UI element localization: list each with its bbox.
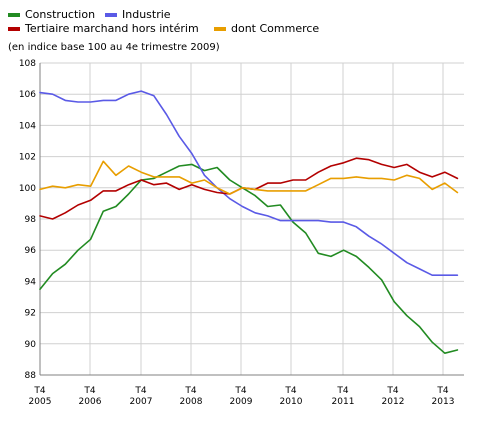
- x-tick-year: 2010: [280, 397, 303, 407]
- gridlines: [39, 62, 464, 376]
- y-tick-label: 88: [25, 371, 37, 381]
- x-tick-year: 2005: [29, 397, 52, 407]
- x-tick-quarter: T4: [134, 386, 146, 396]
- x-tick-quarter: T4: [234, 386, 246, 396]
- series-line-1: [39, 163, 459, 355]
- x-tick-year: 2012: [382, 397, 405, 407]
- x-tick-quarter: T4: [83, 386, 95, 396]
- series-lines: [39, 90, 459, 355]
- legend-swatch: [105, 13, 117, 17]
- series-line-4: [39, 160, 459, 195]
- legend-swatch: [214, 27, 226, 31]
- legend-label: Construction: [25, 8, 95, 21]
- x-tick-quarter: T4: [336, 386, 348, 396]
- x-tick-quarter: T4: [33, 386, 45, 396]
- legend-label: Tertiaire marchand hors intérim: [24, 22, 199, 35]
- x-tick-quarter: T4: [284, 386, 296, 396]
- y-tick-label: 104: [19, 121, 36, 131]
- y-tick-label: 92: [25, 309, 36, 319]
- legend-item: Industrie: [105, 8, 171, 21]
- legend-label: Industrie: [122, 8, 171, 21]
- y-tick-label: 96: [25, 246, 37, 256]
- x-tick-year: 2013: [432, 397, 455, 407]
- y-tick-label: 102: [19, 153, 36, 163]
- y-tick-label: 98: [25, 215, 37, 225]
- legend-label: dont Commerce: [231, 22, 319, 35]
- x-tick-year: 2011: [332, 397, 355, 407]
- chart-subtitle: (en indice base 100 au 4e trimestre 2009…: [8, 42, 220, 53]
- legend-item: Construction: [8, 8, 95, 21]
- y-tick-label: 100: [19, 184, 36, 194]
- y-tick-label: 106: [19, 90, 36, 100]
- legend-item: dont Commerce: [214, 22, 319, 35]
- y-tick-label: 90: [25, 340, 37, 350]
- x-tick-quarter: T4: [184, 386, 196, 396]
- x-tick-quarter: T4: [436, 386, 448, 396]
- legend-swatch: [8, 13, 20, 17]
- y-tick-label: 108: [19, 59, 36, 69]
- legend-item: Tertiaire marchand hors intérim: [8, 22, 199, 35]
- x-tick-quarter: T4: [386, 386, 398, 396]
- axes: [39, 63, 464, 376]
- legend-swatch: [8, 27, 20, 31]
- x-tick-year: 2006: [79, 397, 102, 407]
- x-axis-ticks: T42005T42006T42007T42008T42009T42010T420…: [29, 386, 455, 407]
- series-line-2: [39, 90, 459, 277]
- x-tick-year: 2009: [230, 397, 253, 407]
- y-axis-ticks: 88 90 92 94 96 98 100 102 104 106 108: [19, 59, 36, 381]
- x-tick-year: 2007: [130, 397, 153, 407]
- y-tick-label: 94: [25, 277, 37, 287]
- x-tick-year: 2008: [180, 397, 203, 407]
